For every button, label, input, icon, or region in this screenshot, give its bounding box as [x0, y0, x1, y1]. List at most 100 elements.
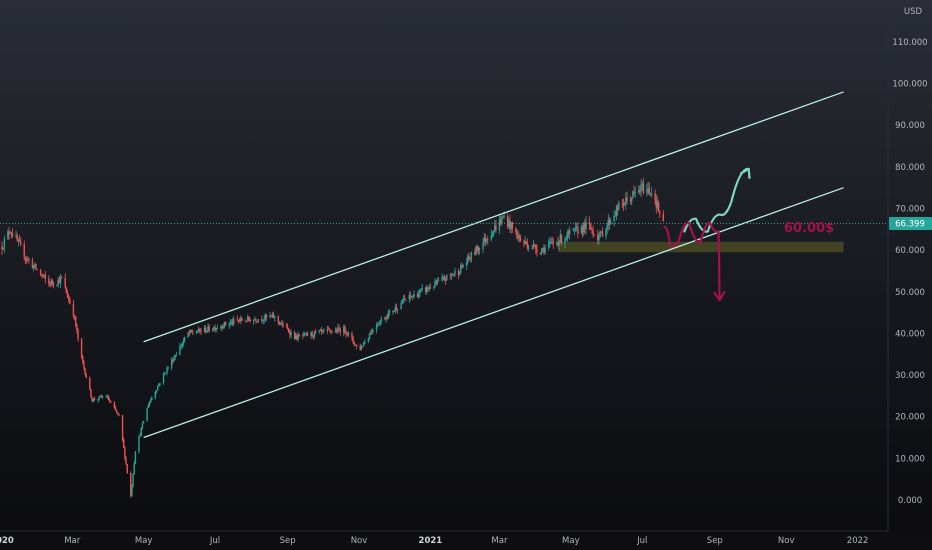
candle-body — [662, 213, 665, 222]
candle-body — [558, 241, 560, 246]
candle-body — [593, 234, 595, 236]
candle-body — [476, 246, 478, 252]
candle-body — [484, 237, 487, 242]
candle-body — [591, 229, 593, 231]
candle-body — [85, 374, 87, 378]
candle-body — [295, 335, 297, 339]
candle-body — [199, 328, 201, 331]
candle-body — [117, 412, 119, 414]
candle-body — [83, 362, 85, 368]
candle-body — [43, 275, 45, 277]
candle-body — [467, 255, 469, 263]
candle-body — [577, 226, 579, 234]
candle-body — [494, 225, 496, 231]
candle-body — [311, 332, 313, 336]
candle-body — [148, 402, 151, 406]
candle-body — [413, 293, 415, 297]
candle-body — [166, 368, 168, 373]
bearish-scenario-path — [663, 221, 721, 302]
candle-body — [318, 330, 320, 333]
candle-body — [123, 439, 125, 448]
candle-body — [428, 287, 430, 289]
candle-body — [238, 320, 241, 322]
candle-body — [392, 310, 394, 312]
candle-body — [477, 248, 480, 252]
candle-body — [100, 396, 103, 398]
time-axis[interactable]: 2020 Mar May Jul Sep Nov 2021 Mar May Jul Sep Nov 20… — [0, 536, 868, 546]
candle-body — [2, 247, 4, 250]
candle-body — [92, 398, 94, 402]
candle-body — [338, 327, 340, 330]
candle-body — [108, 400, 111, 402]
candle-body — [72, 303, 75, 316]
candle-body — [638, 190, 640, 192]
candle-body — [331, 331, 333, 333]
candle-body — [107, 396, 110, 401]
candle-body — [597, 234, 599, 241]
candle-body — [375, 326, 378, 330]
candle-body — [27, 258, 29, 261]
candle-body — [189, 330, 192, 333]
candle-body — [222, 326, 224, 329]
candle-body — [248, 316, 250, 320]
candle-body — [327, 329, 330, 330]
candle-body — [518, 235, 521, 238]
candle-body — [540, 249, 543, 254]
candle-body — [458, 273, 461, 275]
candle-body — [297, 334, 299, 340]
candle-body — [544, 247, 546, 253]
candle-body — [90, 389, 92, 398]
candle-body — [519, 237, 522, 241]
candle-body — [377, 324, 379, 327]
candle-body — [498, 219, 501, 231]
candle-body — [18, 240, 21, 242]
candle-body — [277, 316, 279, 322]
candle-body — [206, 330, 208, 333]
candle-body — [386, 317, 388, 319]
candle-body — [279, 323, 282, 325]
candle-body — [322, 330, 324, 332]
candle-body — [56, 284, 58, 286]
candle-body — [394, 306, 396, 311]
candle-body — [395, 306, 398, 310]
time-tick-label: Jul — [636, 536, 647, 546]
price-tick-label: 0.000 — [898, 496, 922, 506]
channel-layer — [143, 91, 844, 439]
candle-body — [618, 202, 620, 210]
candle-body — [503, 216, 505, 218]
price-axis[interactable]: 0.000 10.000 20.000 30.000 40.000 50.000 60.00… — [892, 38, 927, 506]
candle-body — [379, 321, 381, 325]
candle-body — [306, 333, 309, 336]
candle-body — [525, 241, 528, 245]
candle-body — [82, 356, 84, 363]
candle-body — [601, 231, 604, 237]
candle-body — [282, 322, 284, 327]
price-tick-label: 90.000 — [895, 121, 925, 131]
candle-body — [20, 241, 22, 245]
candle-body — [621, 202, 624, 204]
candle-body — [337, 327, 339, 333]
bullish-scenario-path — [683, 167, 750, 233]
candle-body — [298, 334, 300, 336]
candle-body — [97, 399, 99, 401]
candle-body — [32, 265, 35, 269]
candle-body — [76, 325, 78, 331]
candle-body — [400, 303, 402, 310]
candle-body — [509, 220, 511, 230]
candle-body — [339, 329, 341, 333]
candle-body — [584, 222, 586, 230]
candle-body — [600, 231, 602, 233]
candle-body — [345, 331, 347, 334]
candle-body — [549, 241, 551, 245]
candle-body — [167, 367, 169, 369]
candle-body — [453, 274, 455, 276]
candle-body — [543, 247, 545, 253]
candle-body — [622, 203, 625, 206]
candle-body — [533, 244, 536, 246]
candle-body — [155, 390, 158, 393]
candle-body — [330, 330, 332, 332]
candle-body — [255, 319, 257, 322]
candle-body — [362, 342, 365, 347]
candle-body — [271, 313, 274, 317]
